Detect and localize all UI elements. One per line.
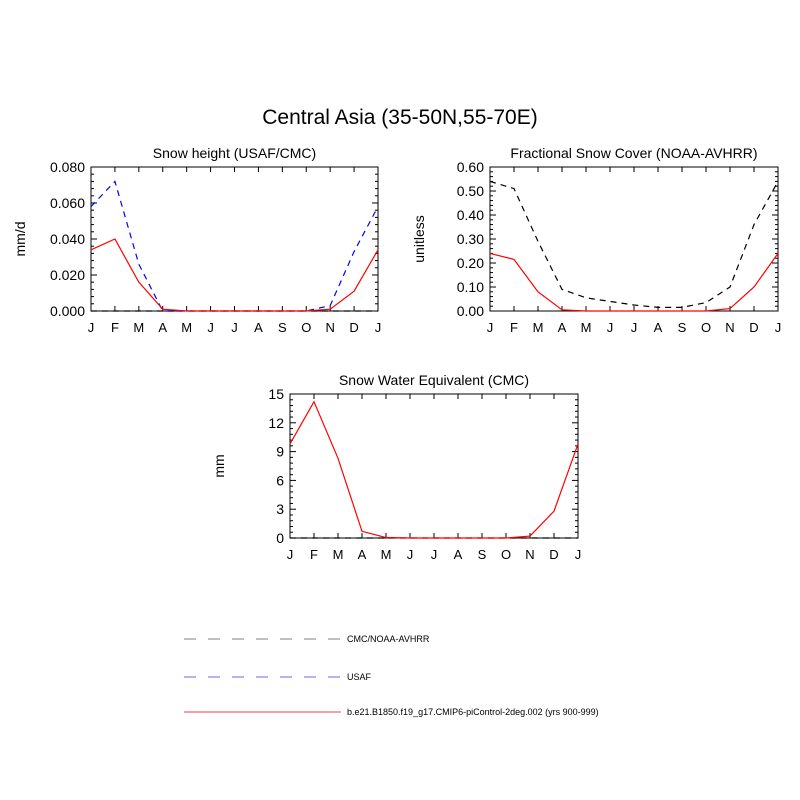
- y-tick-label: 0.50: [457, 183, 484, 199]
- x-tick-label: J: [431, 547, 438, 562]
- x-tick-label: D: [349, 320, 358, 335]
- y-axis-label: unitless: [411, 215, 427, 262]
- x-tick-label: N: [725, 320, 734, 335]
- x-tick-label: A: [358, 547, 367, 562]
- x-tick-label: J: [487, 320, 494, 335]
- x-tick-label: J: [775, 320, 782, 335]
- series-line-model: [90, 238, 379, 312]
- x-tick-label: M: [133, 320, 144, 335]
- y-tick-label: 0.10: [457, 279, 484, 295]
- x-tick-label: M: [581, 320, 592, 335]
- x-tick-label: J: [88, 320, 95, 335]
- x-tick-label: J: [231, 320, 238, 335]
- y-tick-label: 0.30: [457, 231, 484, 247]
- x-tick-label: J: [631, 320, 638, 335]
- x-tick-label: J: [575, 547, 582, 562]
- x-tick-label: O: [501, 547, 511, 562]
- x-tick-label: S: [478, 547, 487, 562]
- x-tick-label: O: [301, 320, 311, 335]
- plot-frame: [289, 393, 579, 539]
- y-tick-label: 0.040: [50, 231, 85, 247]
- figure-title: Central Asia (35-50N,55-70E): [262, 106, 538, 129]
- x-tick-label: A: [254, 320, 263, 335]
- x-tick-label: F: [310, 547, 318, 562]
- x-tick-label: A: [654, 320, 663, 335]
- series-line-cmc_noaa: [489, 180, 779, 308]
- y-axis-label: mm: [211, 454, 227, 477]
- x-tick-label: N: [525, 547, 534, 562]
- chart-panel-3: Snow Water Equivalent (CMC)mmJ F M A M J J A S O N…: [211, 372, 581, 562]
- x-tick-label: J: [607, 320, 614, 335]
- y-tick-label: 0.000: [50, 303, 85, 319]
- x-tick-label: S: [278, 320, 287, 335]
- x-tick-label: J: [207, 320, 214, 335]
- chart-title: Snow height (USAF/CMC): [153, 145, 316, 161]
- y-tick-label: 3: [276, 501, 284, 517]
- chart-title: Fractional Snow Cover (NOAA-AVHRR): [510, 145, 757, 161]
- y-tick-label: 9: [276, 444, 284, 460]
- y-tick-label: 0.20: [457, 255, 484, 271]
- y-tick-label: 0.40: [457, 207, 484, 223]
- y-tick-label: 0.020: [50, 267, 85, 283]
- x-tick-label: M: [333, 547, 344, 562]
- y-tick-label: 6: [276, 472, 284, 488]
- series-line-model: [489, 252, 779, 312]
- y-tick-label: 0.080: [50, 159, 85, 175]
- x-tick-label: M: [181, 320, 192, 335]
- y-tick-label: 12: [268, 415, 284, 431]
- x-tick-label: F: [111, 320, 119, 335]
- x-tick-label: M: [533, 320, 544, 335]
- y-tick-label: 0.60: [457, 159, 484, 175]
- x-tick-label: O: [701, 320, 711, 335]
- x-tick-label: D: [749, 320, 758, 335]
- chart-panel-2: Fractional Snow Cover (NOAA-AVHRR) unitle…: [411, 145, 781, 335]
- y-tick-label: 15: [268, 386, 284, 402]
- x-tick-label: J: [287, 547, 294, 562]
- chart-title: Snow Water Equivalent (CMC): [339, 372, 529, 388]
- legend-label: b.e21.B1850.f19_g17.CMIP6-piControl-2deg…: [347, 707, 599, 717]
- series-line-usaf: [90, 180, 379, 312]
- legend-label: USAF: [347, 672, 372, 682]
- x-tick-label: A: [158, 320, 167, 335]
- x-tick-label: F: [510, 320, 518, 335]
- legend-label: CMC/NOAA-AVHRR: [347, 634, 430, 644]
- y-axis-label: mm/d: [12, 222, 28, 257]
- x-tick-label: J: [407, 547, 414, 562]
- x-tick-label: N: [325, 320, 334, 335]
- series-line-model: [289, 400, 579, 539]
- x-tick-label: D: [549, 547, 558, 562]
- chart-panel-1: Snow height (USAF/CMC)mm/dJ F M A M J J A S O N D J0…: [12, 145, 381, 335]
- x-tick-label: S: [678, 320, 687, 335]
- x-tick-label: A: [558, 320, 567, 335]
- plot-frame: [90, 166, 379, 312]
- x-tick-label: M: [381, 547, 392, 562]
- x-tick-label: J: [375, 320, 382, 335]
- legend: CMC/NOAA-AVHRR USAF b.e21.B1850.f19_g17.CM…: [184, 634, 599, 717]
- plot-frame: [489, 166, 779, 312]
- x-tick-label: A: [454, 547, 463, 562]
- y-tick-label: 0: [276, 530, 284, 546]
- y-tick-label: 0.060: [50, 195, 85, 211]
- y-tick-label: 0.00: [457, 303, 484, 319]
